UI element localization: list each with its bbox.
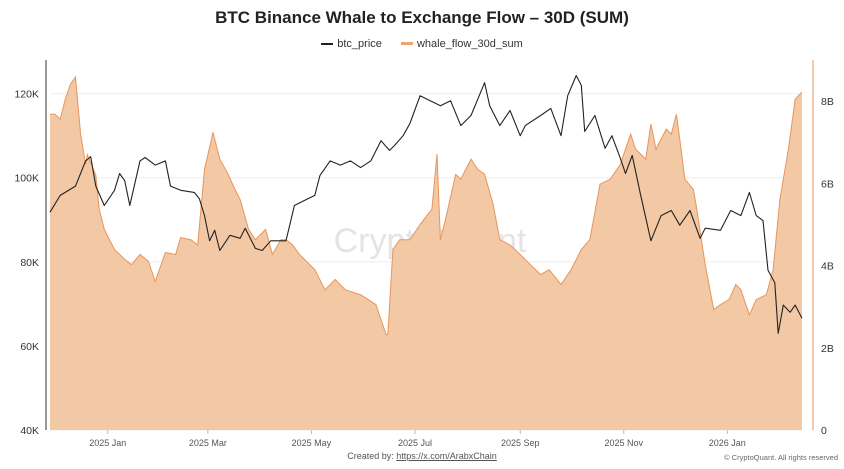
- legend-swatch-btc-price: [321, 43, 334, 45]
- x-tick-label: 2025 Sep: [501, 438, 540, 448]
- x-tick-label: 2025 Jan: [89, 438, 126, 448]
- x-tick-label: 2026 Jan: [709, 438, 746, 448]
- chart-title: BTC Binance Whale to Exchange Flow – 30D…: [215, 8, 629, 27]
- x-tick-label: 2025 Mar: [189, 438, 227, 448]
- whale-flow-line: [50, 75, 803, 336]
- footer-credit: Created by: https://x.com/ArabxChain: [0, 451, 844, 461]
- x-tick-label: 2025 May: [292, 438, 332, 448]
- created-by-label: Created by:: [347, 451, 394, 461]
- y-right-tick-label: 4B: [821, 261, 834, 273]
- copyright: © CryptoQuant. All rights reserved: [724, 453, 838, 462]
- y-left-tick-label: 100K: [14, 173, 39, 185]
- whale-flow-area: [50, 76, 802, 431]
- axes: 40K 60K 80K 100K 120K 0 2B 4B 6B 8B 2025 Jan 2025 M…: [14, 60, 834, 448]
- y-left-tick-label: 60K: [20, 341, 39, 353]
- y-right-tick-label: 6B: [821, 178, 834, 190]
- legend-item-whale-flow[interactable]: whale_flow_30d_sum: [400, 37, 523, 50]
- y-left-tick-label: 80K: [20, 257, 39, 269]
- y-right-tick-label: 0: [821, 425, 827, 437]
- legend-label-whale-flow: whale_flow_30d_sum: [416, 37, 523, 50]
- y-left-tick-label: 40K: [20, 425, 39, 437]
- x-tick-label: 2025 Jul: [398, 438, 432, 448]
- created-by-link[interactable]: https://x.com/ArabxChain: [396, 451, 497, 461]
- btc-price-line: [49, 75, 803, 334]
- legend-swatch-whale-flow: [400, 42, 413, 45]
- legend-item-btc-price[interactable]: btc_price: [321, 38, 382, 50]
- y-right-tick-label: 2B: [821, 343, 834, 355]
- series-layer: [49, 75, 803, 431]
- y-right-tick-label: 8B: [821, 96, 834, 108]
- y-left-tick-label: 120K: [14, 89, 39, 101]
- x-tick-label: 2025 Nov: [604, 438, 643, 448]
- legend-label-btc-price: btc_price: [337, 38, 382, 50]
- legend: btc_price whale_flow_30d_sum: [0, 36, 844, 50]
